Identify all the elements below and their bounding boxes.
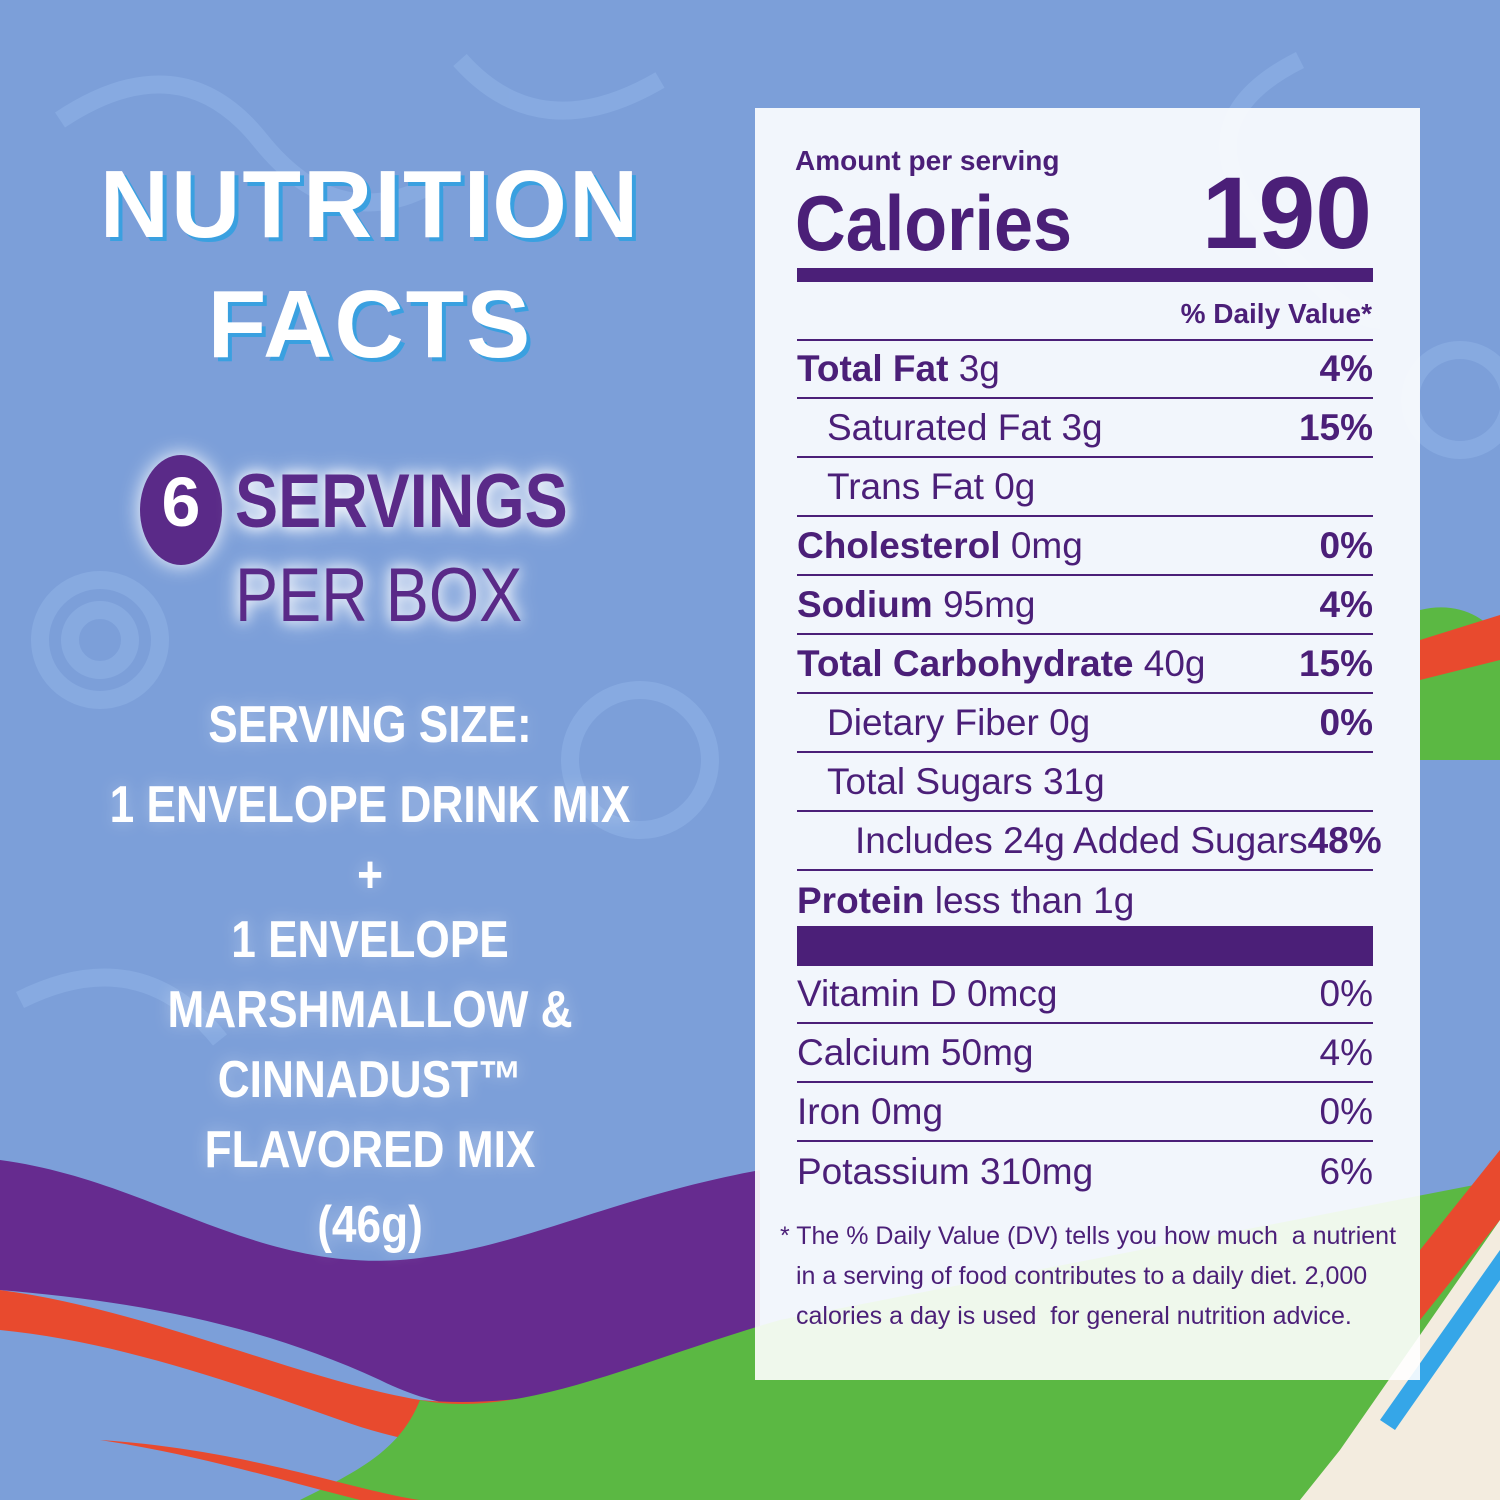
label-panel (755, 108, 1420, 1380)
serving-size-line: 1 ENVELOPE DRINK MIX (109, 776, 631, 834)
nutrient-name: Iron (797, 1091, 861, 1132)
dv-header: % Daily Value* (1180, 298, 1372, 329)
space (1033, 761, 1043, 803)
space (1001, 525, 1011, 567)
daily-value: 0% (1319, 973, 1373, 1014)
nutrient-name: Potassium (797, 1151, 970, 1192)
space (984, 466, 994, 508)
daily-value: 4% (1319, 348, 1373, 389)
nutrient-amount: 310mg (980, 1151, 1094, 1192)
daily-value: 6% (1319, 1151, 1373, 1192)
space (1051, 407, 1061, 449)
nutrient-amount: 40g (1143, 643, 1206, 684)
daily-value: 0% (1319, 702, 1373, 743)
footnote-line: in a serving of food contributes to a da… (796, 1262, 1368, 1290)
nutrient-row: Total Sugars 31g (797, 754, 1373, 812)
amount-per-serving: Amount per serving (795, 145, 1060, 176)
nutrient-name: Calcium (797, 1032, 931, 1073)
nutrient-name: Saturated Fat (827, 407, 1052, 448)
calories-label: Calories (795, 179, 1073, 267)
nutrient-name: Dietary Fiber (827, 702, 1039, 743)
footnote-line: * The % Daily Value (DV) tells you how m… (780, 1222, 1397, 1250)
nutrient-row: Saturated Fat 3g 15% (797, 400, 1373, 458)
daily-value: 15% (1298, 407, 1373, 448)
nutrient-name: Includes 24g Added Sugars (855, 820, 1308, 861)
nutrient-name: Total Fat (797, 348, 949, 389)
nutrient-amount: 0mcg (967, 973, 1058, 1014)
nutrient-row: Cholesterol 0mg 0% (797, 518, 1373, 576)
nutrient-row: Iron 0mg 0% (797, 1084, 1373, 1142)
nutrient-name: Total Carbohydrate (797, 643, 1134, 684)
thick-rule (797, 926, 1373, 966)
nutrient-row: Trans Fat 0g (797, 459, 1373, 517)
serving-size-line: (46g) (317, 1196, 423, 1254)
space (924, 880, 934, 922)
nutrient-amount: 0mg (1010, 525, 1083, 566)
footnote-line: calories a day is used for general nutri… (796, 1302, 1352, 1330)
nutrient-amount: 3g (958, 348, 1000, 389)
serving-size-line: MARSHMALLOW & (167, 981, 573, 1039)
nutrient-name: Protein (797, 880, 925, 921)
nutrient-name: Trans Fat (827, 466, 984, 507)
daily-value: 0% (1319, 1091, 1373, 1132)
nutrient-amount: 50mg (940, 1032, 1034, 1073)
nutrient-amount: 0g (1049, 702, 1091, 743)
daily-value: 4% (1319, 584, 1373, 625)
nutrient-name: Total Sugars (827, 761, 1033, 802)
nutrient-amount: less than 1g (934, 880, 1135, 921)
nutrient-name: Cholesterol (797, 525, 1001, 566)
servings-number: 6 (161, 463, 201, 541)
nutrient-amount: 31g (1042, 761, 1105, 802)
nutrient-row: Dietary Fiber 0g 0% (797, 695, 1373, 753)
nutrient-row: Potassium 310mg 6% (797, 1143, 1373, 1201)
nutrient-row: Sodium 95mg 4% (797, 577, 1373, 635)
daily-value: 48% (1307, 820, 1382, 861)
servings-badge (140, 455, 222, 565)
title: NUTRITION (99, 151, 641, 258)
nutrient-amount: 3g (1061, 407, 1103, 448)
daily-value: 4% (1319, 1032, 1373, 1073)
title: FACTS (207, 271, 533, 378)
nutrient-row: Calcium 50mg 4% (797, 1025, 1373, 1083)
calories-value: 190 (1201, 156, 1372, 270)
nutrient-row: Protein less than 1g (797, 872, 1373, 930)
space (933, 584, 943, 626)
nutrient-row: Total Carbohydrate 40g 15% (797, 636, 1373, 694)
daily-value: 0% (1319, 525, 1373, 566)
servings-text: SERVINGS (235, 459, 568, 544)
space (1039, 702, 1049, 744)
space (970, 1151, 980, 1193)
nutrient-row: Total Fat 3g 4% (797, 341, 1373, 399)
serving-size-line: 1 ENVELOPE (231, 911, 509, 969)
nutrient-name: Vitamin D (797, 973, 957, 1014)
nutrient-amount: 0g (994, 466, 1036, 507)
space (861, 1091, 871, 1133)
serving-size-label: SERVING SIZE: (208, 696, 532, 754)
space (1133, 643, 1143, 685)
nutrient-name: Sodium (797, 584, 933, 625)
nutrient-amount: 0mg (871, 1091, 944, 1132)
nutrient-row: Vitamin D 0mcg 0% (797, 966, 1373, 1024)
space (957, 973, 967, 1015)
serving-size-line: + (357, 846, 383, 904)
serving-size-line: FLAVORED MIX (204, 1121, 536, 1179)
nutrient-row: Includes 24g Added Sugars 48% (797, 813, 1382, 871)
servings-text: PER BOX (235, 553, 523, 638)
space (931, 1032, 941, 1074)
daily-value: 15% (1298, 643, 1373, 684)
nutrient-amount: 95mg (942, 584, 1036, 625)
rule (797, 339, 1373, 341)
space (948, 348, 958, 390)
thick-rule (797, 268, 1373, 282)
serving-size-line: CINNADUST™ (217, 1051, 523, 1109)
